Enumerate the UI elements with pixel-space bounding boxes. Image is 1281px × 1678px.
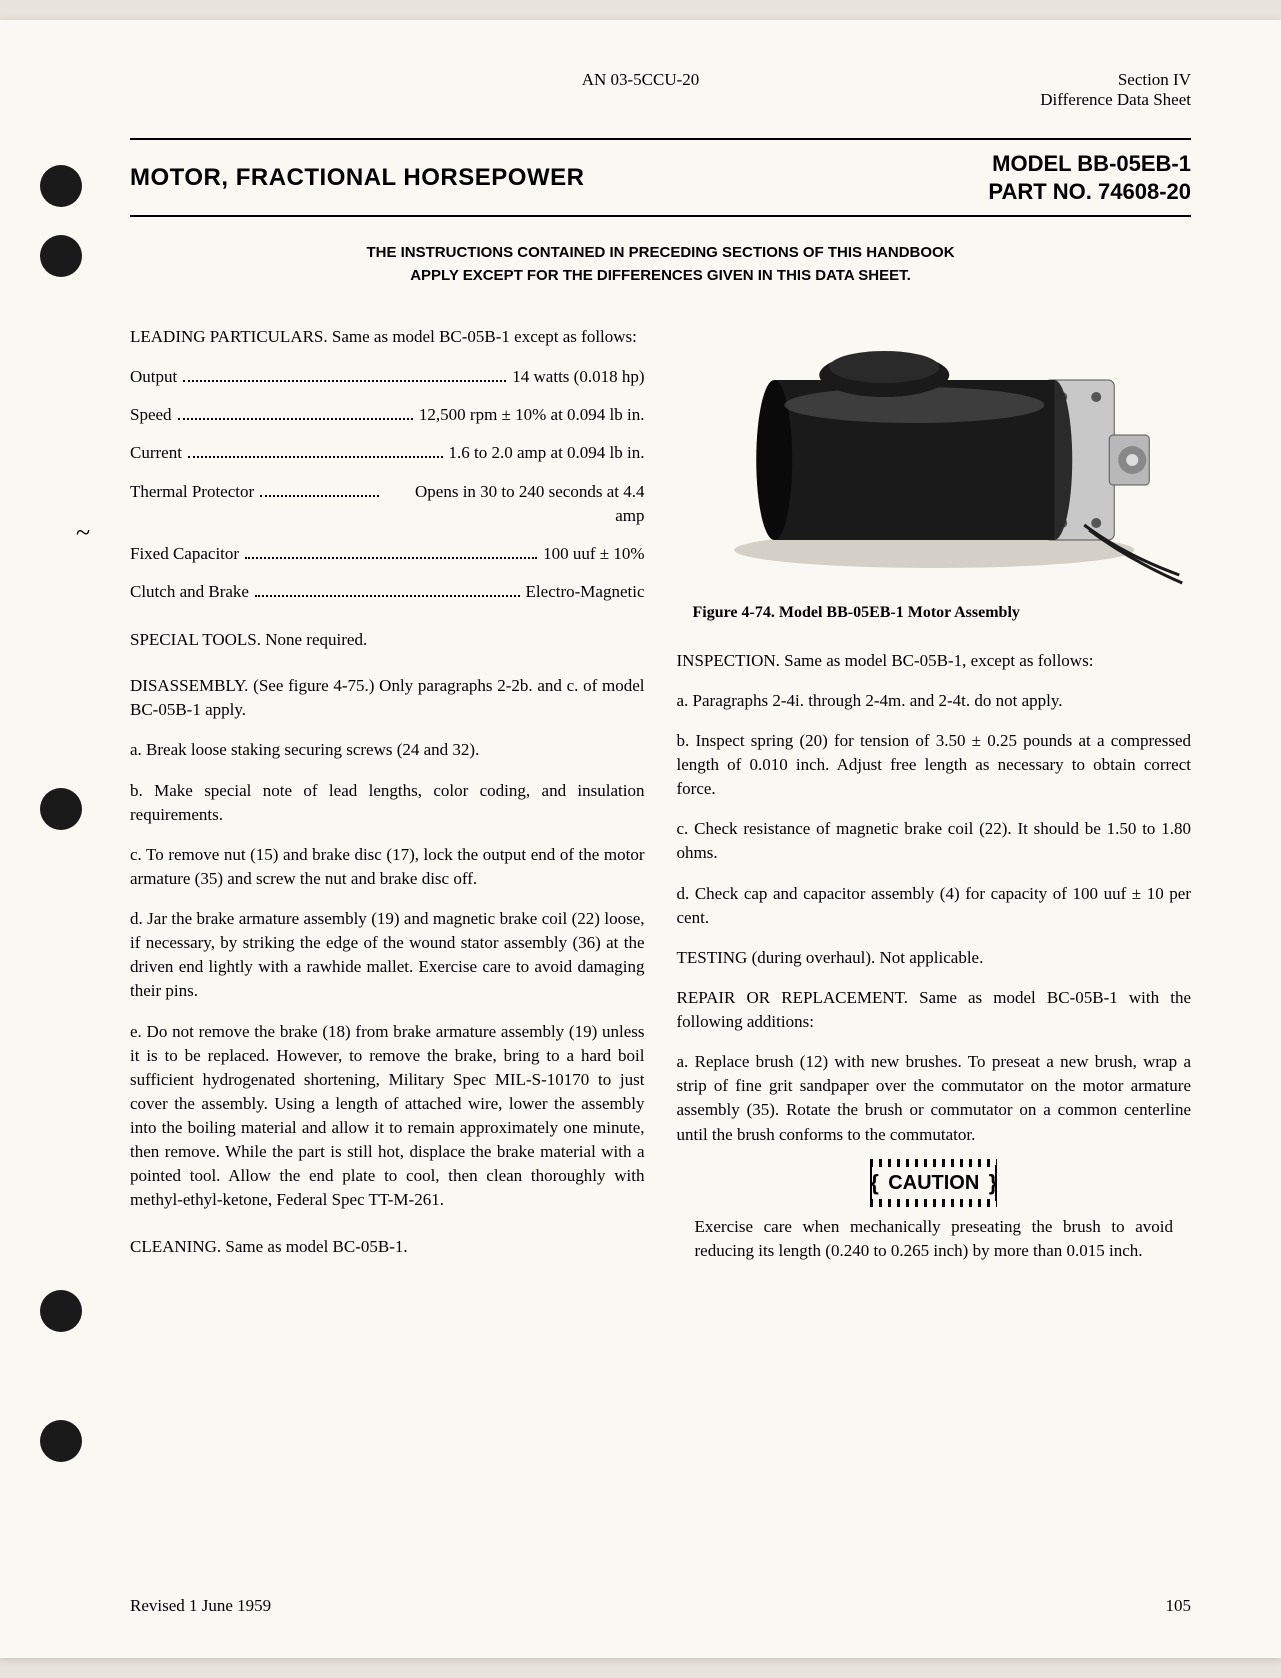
testing: TESTING (during overhaul). Not applicabl… xyxy=(677,946,1192,970)
leader-dots xyxy=(260,495,378,497)
disassembly-e: e. Do not remove the brake (18) from bra… xyxy=(130,1020,645,1213)
leader-dots xyxy=(255,595,520,597)
spec-value: 12,500 rpm ± 10% at 0.094 lb in. xyxy=(419,403,645,427)
title-left: MOTOR, FRACTIONAL HORSEPOWER xyxy=(130,164,584,192)
repair-intro: REPAIR OR REPLACEMENT. Same as model BC-… xyxy=(677,986,1192,1034)
spec-value: 100 uuf ± 10% xyxy=(543,542,644,566)
spec-row: Speed 12,500 rpm ± 10% at 0.094 lb in. xyxy=(130,403,645,427)
disassembly-c: c. To remove nut (15) and brake disc (17… xyxy=(130,843,645,891)
page-number: 105 xyxy=(1166,1596,1192,1616)
page-footer: Revised 1 June 1959 105 xyxy=(130,1596,1191,1616)
inspection-c: c. Check resistance of magnetic brake co… xyxy=(677,817,1192,865)
leader-dots xyxy=(178,418,413,420)
disassembly-intro: DISASSEMBLY. (See figure 4-75.) Only par… xyxy=(130,674,645,722)
spec-label: Output xyxy=(130,365,177,389)
disassembly-a: a. Break loose staking securing screws (… xyxy=(130,738,645,762)
punch-hole xyxy=(40,165,82,207)
punch-hole xyxy=(40,235,82,277)
right-column: Figure 4-74. Model BB-05EB-1 Motor Assem… xyxy=(677,325,1192,1279)
section-label: Section IV xyxy=(951,70,1191,90)
spec-label: Current xyxy=(130,441,182,465)
caution-box: { CAUTION } xyxy=(677,1165,1192,1201)
cleaning: CLEANING. Same as model BC-05B-1. xyxy=(130,1235,645,1259)
spec-label: Thermal Protector xyxy=(130,480,254,504)
title-right: MODEL BB-05EB-1 PART NO. 74608-20 xyxy=(988,150,1191,205)
spec-label: Fixed Capacitor xyxy=(130,542,239,566)
spec-value: Electro-Magnetic xyxy=(526,580,645,604)
model-number: MODEL BB-05EB-1 xyxy=(988,150,1191,178)
left-column: LEADING PARTICULARS. Same as model BC-05… xyxy=(130,325,645,1279)
section-sub: Difference Data Sheet xyxy=(951,90,1191,110)
revised-date: Revised 1 June 1959 xyxy=(130,1596,271,1616)
spec-row: Thermal Protector Opens in 30 to 240 sec… xyxy=(130,480,645,528)
page: ~ AN 03-5CCU-20 Section IV Difference Da… xyxy=(0,20,1281,1658)
repair-a: a. Replace brush (12) with new brushes. … xyxy=(677,1050,1192,1147)
punch-hole xyxy=(40,1420,82,1462)
special-tools: SPECIAL TOOLS. None required. xyxy=(130,628,645,652)
inspection-intro: INSPECTION. Same as model BC-05B-1, exce… xyxy=(677,649,1192,673)
spec-row: Output 14 watts (0.018 hp) xyxy=(130,365,645,389)
stray-mark: ~ xyxy=(76,518,90,548)
leader-dots xyxy=(183,380,506,382)
caution-label: { CAUTION } xyxy=(870,1165,997,1201)
caution-text: Exercise care when mechanically preseati… xyxy=(677,1215,1192,1263)
disassembly-d: d. Jar the brake armature assembly (19) … xyxy=(130,907,645,1004)
leader-dots xyxy=(188,456,443,458)
disassembly-b: b. Make special note of lead lengths, co… xyxy=(130,779,645,827)
leader-dots xyxy=(245,557,537,559)
spec-row: Fixed Capacitor 100 uuf ± 10% xyxy=(130,542,645,566)
spec-value: 14 watts (0.018 hp) xyxy=(512,365,644,389)
doc-number: AN 03-5CCU-20 xyxy=(330,70,951,110)
instruction-note: THE INSTRUCTIONS CONTAINED IN PRECEDING … xyxy=(130,242,1191,287)
spec-label: Speed xyxy=(130,403,172,427)
punch-hole xyxy=(40,788,82,830)
motor-illustration xyxy=(677,325,1192,590)
motor-figure xyxy=(677,325,1192,590)
inspection-b: b. Inspect spring (20) for tension of 3.… xyxy=(677,729,1192,801)
inspection-d: d. Check cap and capacitor assembly (4) … xyxy=(677,882,1192,930)
content-columns: LEADING PARTICULARS. Same as model BC-05… xyxy=(130,325,1191,1279)
spec-row: Current 1.6 to 2.0 amp at 0.094 lb in. xyxy=(130,441,645,465)
figure-caption: Figure 4-74. Model BB-05EB-1 Motor Assem… xyxy=(677,602,1192,625)
inspection-a: a. Paragraphs 2-4i. through 2-4m. and 2-… xyxy=(677,689,1192,713)
spec-label: Clutch and Brake xyxy=(130,580,249,604)
leading-intro: LEADING PARTICULARS. Same as model BC-05… xyxy=(130,325,645,349)
page-header: AN 03-5CCU-20 Section IV Difference Data… xyxy=(130,70,1191,110)
spec-value: Opens in 30 to 240 seconds at 4.4 amp xyxy=(385,480,645,528)
punch-hole xyxy=(40,1290,82,1332)
title-bar: MOTOR, FRACTIONAL HORSEPOWER MODEL BB-05… xyxy=(130,138,1191,217)
part-number: PART NO. 74608-20 xyxy=(988,178,1191,206)
spec-value: 1.6 to 2.0 amp at 0.094 lb in. xyxy=(449,441,645,465)
spec-row: Clutch and Brake Electro-Magnetic xyxy=(130,580,645,604)
